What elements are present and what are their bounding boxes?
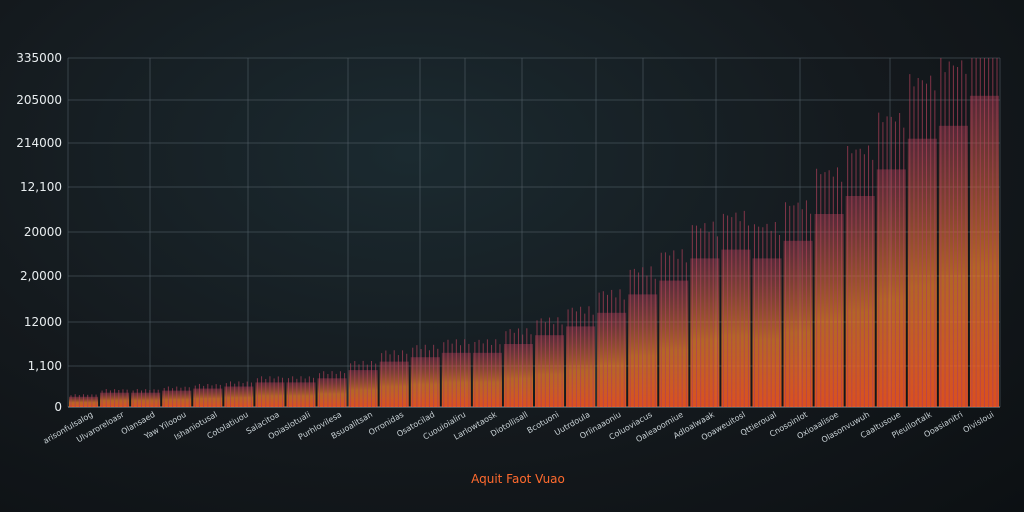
bar: [597, 289, 627, 407]
bar: [255, 376, 285, 407]
bar: [876, 112, 906, 407]
y-tick-label: 12,100: [20, 180, 62, 194]
bar: [628, 266, 658, 407]
bar: [100, 389, 130, 407]
bar: [441, 339, 471, 407]
bar: [286, 376, 316, 407]
bar: [503, 328, 533, 407]
y-tick-label: 1,100: [28, 359, 62, 373]
bar: [535, 317, 565, 407]
bar: [659, 249, 689, 407]
bar: [783, 200, 813, 407]
y-tick-label: 12000: [24, 315, 62, 329]
chart-bars: [69, 58, 999, 408]
bar: [752, 222, 782, 407]
bar: [69, 394, 99, 407]
bar: [721, 210, 751, 407]
y-tick-label: 20000: [24, 225, 62, 239]
x-axis-label: Aquit Faot Vuao: [471, 472, 565, 486]
bar: [193, 383, 223, 407]
chart-grid: [67, 57, 1001, 408]
bar: [131, 389, 161, 407]
bar: [566, 306, 596, 407]
y-tick-label: 335000: [16, 51, 62, 65]
y-tick-label: 0: [54, 400, 62, 414]
x-tick-label: arisonfulsalog: [42, 410, 95, 446]
y-tick-label: 205000: [16, 93, 62, 107]
bar: [969, 58, 999, 408]
y-axis-ticks: 0 1,100 12000 2,0000 20000 12,100 214000 205000…: [16, 51, 62, 414]
bar: [938, 58, 968, 408]
y-tick-label: 2,0000: [20, 269, 62, 283]
bar: [379, 350, 409, 407]
x-tick-label: Oivisloui: [961, 410, 995, 435]
bar: [690, 221, 720, 407]
bar: [162, 386, 192, 407]
bar: [845, 145, 875, 407]
bar: [814, 167, 844, 407]
y-tick-label: 214000: [16, 136, 62, 150]
bar: [224, 381, 254, 407]
bar: [348, 360, 378, 407]
bar: [410, 344, 440, 407]
bar: [907, 74, 937, 407]
bar: [317, 371, 347, 407]
bar: [472, 339, 502, 407]
